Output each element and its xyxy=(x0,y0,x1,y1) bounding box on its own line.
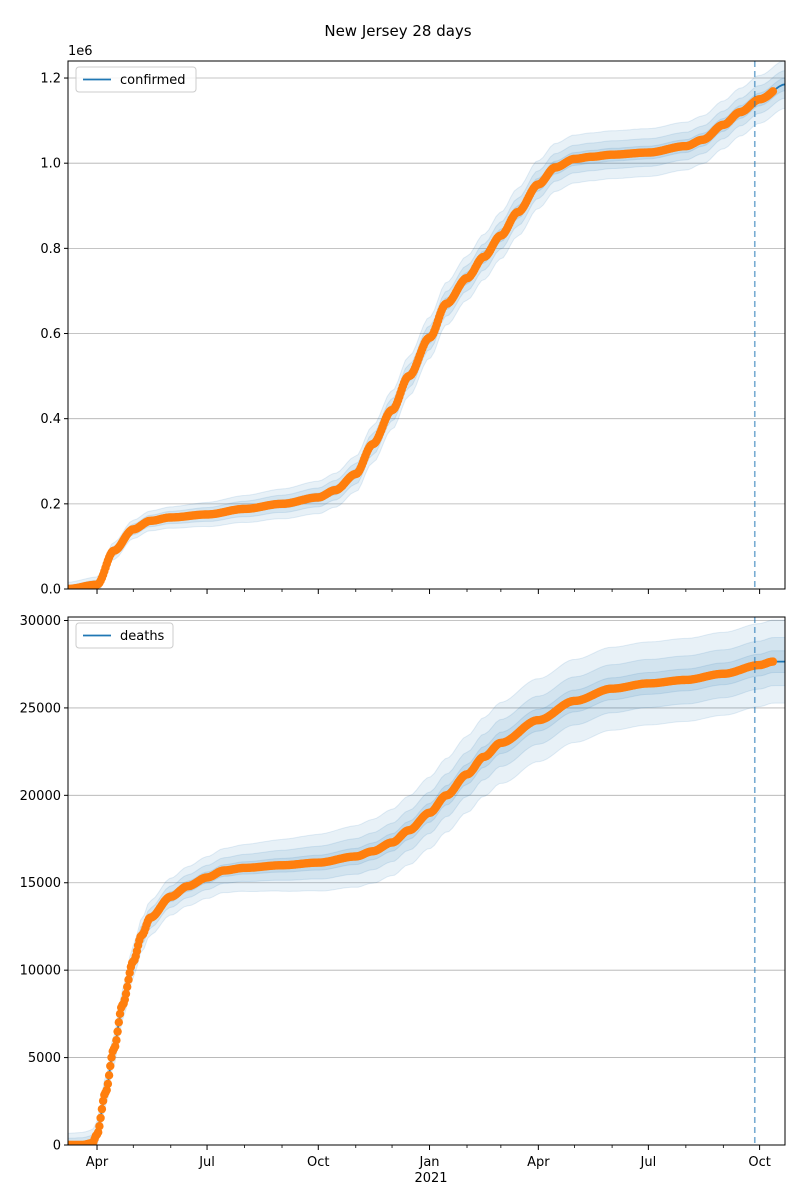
y-tick-label: 0.2 xyxy=(40,497,61,512)
y-tick-label: 10000 xyxy=(20,964,61,979)
observed-series xyxy=(68,87,778,589)
y-tick-label: 5000 xyxy=(28,1051,61,1066)
axes-frame xyxy=(67,60,786,590)
observed-point xyxy=(124,975,133,984)
y-tick-label: 1.2 xyxy=(40,72,61,87)
x-year-label: 2021 xyxy=(414,1171,447,1186)
x-tick-label: Apr xyxy=(86,1155,109,1170)
observed-point xyxy=(121,989,131,998)
legend-box xyxy=(75,622,174,649)
observed-point xyxy=(114,1018,124,1027)
uncertainty-band xyxy=(68,650,785,1145)
observed-point xyxy=(113,1027,122,1036)
observed-point xyxy=(95,1122,104,1131)
legend-box xyxy=(75,66,197,93)
observed-point xyxy=(106,1061,115,1071)
y-tick-label: 0.0 xyxy=(40,583,61,598)
y-tick-label: 1.0 xyxy=(40,157,61,172)
y-tick-label: 15000 xyxy=(20,876,61,891)
legend-label: deaths xyxy=(120,629,165,644)
observed-point xyxy=(103,1079,113,1089)
uncertainty-band xyxy=(68,70,785,589)
x-tick-label: Jan xyxy=(418,1155,439,1170)
x-tick-label: Jul xyxy=(198,1155,215,1170)
y-tick-label: 20000 xyxy=(20,789,61,804)
uncertainty-band xyxy=(68,637,785,1145)
plot-area xyxy=(68,619,785,1145)
observed-point xyxy=(768,87,778,96)
x-tick-label: Jul xyxy=(640,1155,657,1170)
observed-series xyxy=(68,657,778,1145)
legend: deaths xyxy=(75,622,174,649)
axes-frame xyxy=(67,616,786,1146)
x-tick-label: Oct xyxy=(307,1155,329,1170)
legend-label: confirmed xyxy=(120,73,186,88)
legend: confirmed xyxy=(75,66,197,93)
y-tick-label: 0.8 xyxy=(40,242,61,257)
y-tick-label: 30000 xyxy=(20,614,61,629)
y-tick-label: 0 xyxy=(53,1139,61,1154)
observed-point xyxy=(104,1071,114,1080)
observed-point xyxy=(123,982,132,992)
observed-point xyxy=(97,1104,107,1114)
figure-title: New Jersey 28 days xyxy=(324,22,471,40)
deaths-panel: 0 5000 10000 15000 20000 25000 30000 Apr Jul Oct J… xyxy=(20,614,786,1170)
y-offset-label: 1e6 xyxy=(68,44,93,59)
y-tick-label: 25000 xyxy=(20,701,61,716)
confirmed-panel: 0.0 0.2 0.4 0.6 0.8 1.0 1.2 1e6 confirmed xyxy=(40,44,786,598)
x-tick-label: Apr xyxy=(527,1155,550,1170)
y-tick-label: 0.6 xyxy=(40,327,61,342)
plot-area xyxy=(68,61,785,589)
observed-point xyxy=(768,657,778,666)
observed-point xyxy=(112,1036,121,1045)
uncertainty-band xyxy=(68,61,785,589)
x-tick-label: Oct xyxy=(748,1155,770,1170)
observed-point xyxy=(96,1113,105,1123)
y-tick-label: 0.4 xyxy=(40,412,61,427)
